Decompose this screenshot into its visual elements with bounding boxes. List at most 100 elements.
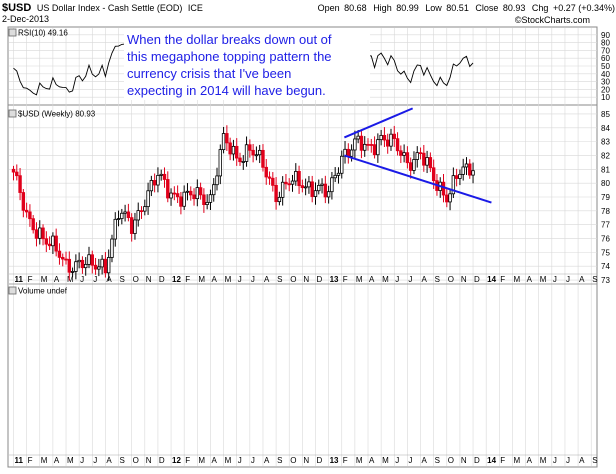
x-month-label: A	[369, 456, 375, 465]
candle-body	[87, 254, 91, 265]
x-year-label: 13	[330, 456, 339, 465]
candle-body	[386, 139, 390, 147]
x-month-label: J	[80, 456, 84, 465]
rsi-tick-label: 10	[601, 93, 610, 102]
x-year-label: 14	[487, 275, 496, 284]
candle-body	[162, 173, 167, 180]
candle-body	[41, 227, 45, 240]
candle-body	[287, 183, 291, 186]
candle-body	[395, 138, 400, 152]
candle-body	[84, 263, 88, 269]
candle-body	[146, 190, 150, 208]
x-month-label: F	[343, 456, 348, 465]
candle-body	[54, 235, 58, 252]
candle-body	[392, 133, 396, 140]
candle-body	[349, 149, 354, 157]
x-month-label: J	[553, 275, 557, 284]
x-month-label: J	[395, 456, 399, 465]
candle-body	[120, 212, 124, 219]
x-month-label: J	[93, 275, 97, 284]
candlestick-series	[11, 125, 475, 282]
candle-body	[44, 238, 49, 245]
x-month-label: J	[395, 275, 399, 284]
price-tick-label: 78	[601, 207, 610, 216]
x-month-label: J	[251, 456, 255, 465]
candle-body	[379, 134, 383, 141]
x-month-label: M	[540, 456, 547, 465]
price-tick-label: 82	[601, 151, 610, 160]
candle-body	[408, 162, 413, 171]
candle-body	[333, 174, 337, 179]
candle-body	[441, 181, 446, 196]
x-year-label: 11	[15, 275, 24, 284]
candle-body	[159, 173, 163, 176]
x-month-label: J	[566, 456, 570, 465]
annotation-box: When the dollar breaks down out of this …	[124, 28, 370, 100]
candle-body	[428, 157, 433, 169]
candle-body	[156, 175, 160, 186]
candle-body	[445, 194, 449, 203]
exchange: ICE	[188, 3, 203, 13]
x-month-label: S	[435, 456, 440, 465]
candle-body	[136, 210, 140, 221]
x-month-label: M	[225, 275, 232, 284]
symbol: $USD	[2, 2, 31, 14]
x-year-label: 14	[487, 456, 496, 465]
x-month-label: A	[527, 456, 533, 465]
x-month-label: M	[356, 275, 363, 284]
rsi-tick-label: 40	[601, 70, 610, 79]
rsi-tick-label: 70	[601, 46, 610, 55]
candle-body	[274, 184, 278, 203]
x-year-label: 12	[172, 456, 181, 465]
x-month-label: J	[251, 275, 255, 284]
x-month-label: S	[592, 275, 597, 284]
x-month-label: F	[500, 275, 505, 284]
candle-body	[267, 176, 272, 179]
candle-body	[116, 218, 121, 220]
candle-body	[412, 159, 416, 171]
candle-body	[399, 150, 403, 156]
candle-body	[129, 217, 134, 234]
volume-label: Volume undef	[18, 287, 68, 296]
x-month-label: O	[133, 456, 139, 465]
x-month-label: F	[343, 275, 348, 284]
candle-body	[24, 209, 29, 213]
x-month-label: A	[264, 456, 270, 465]
x-month-label: F	[185, 456, 190, 465]
candle-body	[106, 257, 111, 274]
candle-body	[297, 171, 301, 187]
candle-body	[277, 196, 282, 203]
candle-body	[182, 191, 186, 207]
candle-body	[346, 148, 351, 157]
annotation-line: this megaphone topping pattern the	[127, 49, 332, 64]
x-month-label: J	[566, 275, 570, 284]
candle-body	[320, 183, 324, 186]
price-label: $USD (Weekly) 80.93	[18, 110, 96, 119]
x-month-label: A	[54, 456, 60, 465]
candle-body	[228, 142, 232, 155]
x-month-label: D	[316, 456, 322, 465]
candle-body	[303, 186, 308, 189]
candle-body	[307, 181, 311, 188]
candle-body	[80, 259, 85, 269]
x-month-label: M	[41, 456, 48, 465]
candle-body	[15, 171, 19, 177]
candle-body	[366, 143, 370, 146]
x-month-label: J	[80, 275, 84, 284]
x-month-label: A	[106, 275, 112, 284]
candle-body	[28, 211, 32, 220]
rsi-legend: RSI(10) 49.16	[8, 29, 68, 38]
candle-body	[402, 152, 406, 156]
x-month-label: D	[159, 275, 165, 284]
candle-body	[326, 191, 331, 198]
x-month-label: S	[277, 275, 282, 284]
candle-body	[215, 175, 219, 186]
rsi-tick-label: 90	[601, 31, 610, 40]
candle-body	[100, 258, 104, 268]
x-month-label: A	[422, 456, 428, 465]
candle-body	[166, 179, 170, 199]
candle-body	[340, 155, 344, 174]
x-month-label: O	[448, 275, 454, 284]
candle-body	[461, 166, 465, 175]
